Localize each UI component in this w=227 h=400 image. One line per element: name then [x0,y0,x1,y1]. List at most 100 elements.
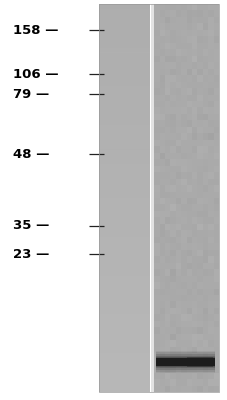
Bar [180,327,186,334]
Bar [197,82,202,88]
Bar [207,386,213,392]
Bar [186,192,191,198]
Bar [175,327,180,334]
Bar [153,218,159,224]
Bar [175,321,180,327]
Bar [164,172,170,178]
Bar [156,352,214,360]
Bar [175,379,180,386]
Bar [164,295,170,302]
Bar [153,276,159,282]
Bar [99,251,150,256]
Bar [207,69,213,75]
Bar [159,243,164,250]
Bar [180,166,186,172]
Bar [191,127,197,133]
Bar [180,237,186,243]
Bar [153,159,159,166]
Bar [202,276,207,282]
Bar [153,108,159,114]
Bar [186,127,191,133]
Bar [191,10,197,17]
Bar [207,94,213,101]
Bar [153,204,159,211]
Bar [191,347,197,353]
Bar [213,314,218,321]
Bar [191,373,197,379]
Bar [99,18,150,24]
Bar [153,153,159,159]
Bar [207,282,213,288]
Bar [170,133,175,140]
Bar [197,302,202,308]
Bar [99,290,150,295]
Bar [159,295,164,302]
Bar [153,230,159,237]
Bar [99,164,150,169]
Bar [186,269,191,276]
Bar [207,82,213,88]
Bar [99,48,150,52]
Bar [170,75,175,82]
Bar [191,295,197,302]
Bar [153,82,159,88]
Bar [175,282,180,288]
Bar [180,373,186,379]
Bar [99,276,150,280]
Bar [164,353,170,360]
Bar [153,366,159,373]
Bar [202,82,207,88]
Bar [197,120,202,127]
Bar [175,386,180,392]
Bar [180,347,186,353]
Bar [186,211,191,218]
Bar [153,340,159,347]
Bar [191,192,197,198]
Bar [170,185,175,192]
Bar [186,357,212,367]
Bar [202,308,207,314]
Bar [213,327,218,334]
Bar [186,353,191,360]
Bar [164,340,170,347]
Bar [197,166,202,172]
Bar [180,114,186,120]
Bar [170,250,175,256]
Bar [186,36,191,43]
Bar [186,146,191,153]
Bar [99,23,150,28]
Bar [202,94,207,101]
Bar [180,308,186,314]
Bar [191,75,197,82]
Bar [159,153,164,159]
Bar [159,288,164,295]
Bar [191,30,197,36]
Bar [159,373,164,379]
Bar [164,30,170,36]
Bar [213,43,218,49]
Bar [202,256,207,263]
Bar [159,172,164,178]
Bar [197,340,202,347]
Bar [186,386,191,392]
Bar [170,386,175,392]
Bar [186,153,191,159]
Bar [164,82,170,88]
Bar [191,230,197,237]
Bar [191,114,197,120]
Bar [159,198,164,204]
Bar [153,166,159,172]
Bar [175,314,180,321]
Bar [164,308,170,314]
Bar [180,334,186,340]
Bar [186,218,191,224]
Bar [159,146,164,153]
Bar [156,351,214,359]
Bar [99,382,150,387]
Bar [191,166,197,172]
Bar [197,321,202,327]
Bar [159,114,164,120]
Bar [202,56,207,62]
Bar [175,269,180,276]
Bar [175,43,180,49]
